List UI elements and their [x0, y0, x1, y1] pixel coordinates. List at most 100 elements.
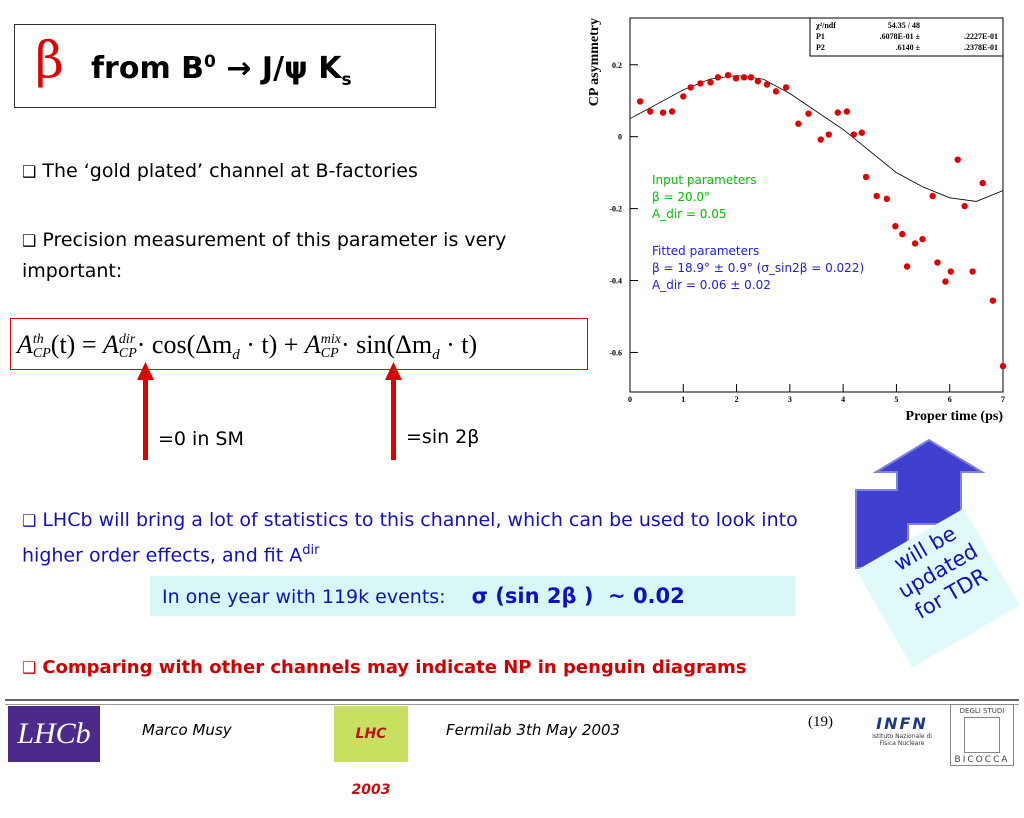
f: · t)	[439, 330, 478, 359]
data-point	[795, 120, 802, 127]
label: =sin 2β	[406, 426, 480, 448]
f: (t) =	[50, 330, 103, 359]
f: · t) +	[239, 330, 305, 359]
data-point	[858, 129, 865, 136]
arrow-head	[137, 362, 154, 380]
logo-uni-text: BICOCCA	[954, 755, 1010, 765]
data-point	[899, 230, 906, 238]
bullet-text: Comparing with other channels may indica…	[42, 657, 747, 678]
data-point	[659, 109, 667, 116]
f: · sin(Δm	[341, 330, 433, 359]
arrow-head	[385, 362, 402, 380]
logo-infn: INFN Istituto Nazionale di Fisica Nuclea…	[866, 714, 938, 747]
bullet-text: Precision measurement of this parameter …	[22, 229, 507, 282]
y-tick-label: -0.6	[609, 348, 622, 357]
data-point	[772, 88, 780, 95]
data-point	[732, 75, 740, 82]
title-sup: 0	[204, 52, 216, 72]
logo-infn-sub: Istituto Nazionale di Fisica Nucleare	[872, 733, 932, 747]
f: dir	[118, 332, 136, 348]
stats-text: .6140 ±	[896, 43, 921, 52]
label: =0 in SM	[158, 428, 244, 450]
data-point	[782, 84, 790, 91]
fitted-params: β = 18.9° ± 0.9° (σ_sin2β = 0.022)	[652, 261, 864, 275]
data-point	[668, 108, 676, 115]
data-point	[805, 110, 812, 117]
data-point	[740, 74, 748, 81]
stats-box	[809, 17, 1004, 57]
data-point	[724, 71, 732, 79]
x-tick-label: 7	[1001, 395, 1005, 404]
data-point	[979, 179, 986, 187]
stats-text: .6078E-01 ±	[880, 32, 921, 41]
data-point	[714, 74, 722, 81]
fitted-params: Fitted parameters	[652, 244, 759, 258]
title-box: β from B0 → J/ψ Ks	[14, 24, 436, 108]
arrow	[391, 376, 396, 460]
f: CP	[32, 346, 51, 362]
f: mix	[320, 332, 341, 348]
f: d	[232, 347, 240, 364]
stats-text: .2227E-01	[964, 32, 998, 41]
data-point	[903, 263, 911, 270]
input-params: A_dir = 0.05	[652, 207, 727, 221]
overlay	[137, 362, 1020, 668]
data-point	[754, 78, 762, 85]
author: Marco Musy	[142, 721, 232, 739]
logo-lhcb: LHCb	[8, 706, 100, 762]
x-tick-label: 1	[681, 395, 685, 404]
x-tick-label: 5	[894, 395, 898, 404]
x-axis-label: Proper time (ps)	[906, 409, 1004, 424]
bullet: ❑ The ‘gold plated’ channel at B-factorie…	[22, 160, 418, 182]
data-point	[843, 108, 851, 115]
title-rest: → J/ψ K	[226, 51, 342, 86]
slide: β from B0 → J/ψ Ks ❑ The ‘gold plated’ ch…	[5, 17, 1020, 798]
logo-uni-text: DEGLI STUDI	[959, 707, 1005, 715]
plot-frame	[629, 17, 1004, 393]
data-point	[929, 192, 936, 200]
formula-box: Ath CP(t) = Adir CP· cos(Δmd · t) + Amix CP…	[10, 318, 588, 370]
f: CP	[320, 346, 339, 362]
data-point	[883, 195, 891, 203]
f: A	[17, 330, 33, 359]
data-point	[636, 98, 644, 105]
data-point	[687, 84, 694, 91]
x-tick-label: 2	[735, 395, 739, 404]
bullet-sup: dir	[302, 543, 320, 558]
bullet: ❑ Comparing with other channels may indic…	[22, 657, 747, 678]
title-text: from B0 → J/ψ Ks	[91, 51, 352, 90]
data-point	[763, 81, 771, 88]
data-point	[862, 173, 870, 181]
stats-text: 54.35 / 48	[888, 21, 920, 30]
y-tick-label: 0.2	[612, 61, 622, 70]
y-tick-label: -0.2	[609, 205, 622, 214]
bullet: ❑ LHCb will bring a lot of statistics to …	[22, 509, 798, 567]
note	[856, 508, 1020, 668]
data-point	[747, 74, 755, 81]
logo-uni: DEGLI STUDI BICOCCA	[950, 704, 1014, 766]
data-point	[942, 278, 949, 285]
data-point	[989, 297, 997, 304]
bullet-text: LHCb will bring a lot of statistics to t…	[22, 509, 798, 567]
stats-text: P1	[816, 32, 825, 41]
page-number: (19)	[808, 714, 833, 730]
data-point	[697, 80, 704, 87]
y-tick-label: 0	[618, 133, 622, 142]
stats-text: χ²/ndf	[815, 21, 836, 30]
title-sub: s	[341, 70, 352, 90]
x-tick-label: 3	[788, 395, 792, 404]
data-point	[647, 108, 654, 115]
data-point	[954, 156, 961, 163]
input-params: β = 20.0°	[652, 190, 710, 204]
data-point	[892, 223, 899, 230]
y-axis-label: CP asymmetry	[587, 18, 602, 106]
f: th CP	[33, 333, 51, 361]
highlight: In one year with 119k events: σ (sin 2β …	[150, 576, 795, 616]
data-point	[817, 136, 824, 143]
stats-text: .2378E-01	[964, 43, 998, 52]
fitted-params: A_dir = 0.06 ± 0.02	[652, 278, 771, 292]
data-point	[707, 79, 714, 86]
data-point	[934, 259, 941, 266]
data-point	[850, 131, 857, 138]
data-point	[825, 131, 832, 138]
